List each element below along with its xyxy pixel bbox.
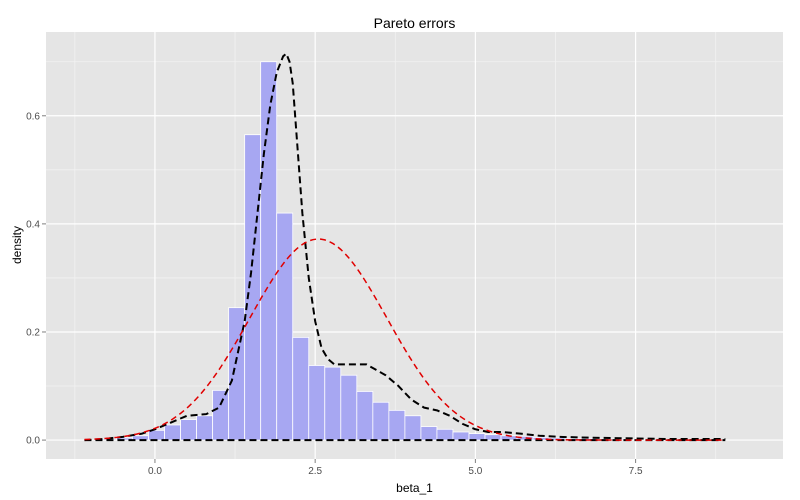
x-tick-label: 2.5 xyxy=(308,466,322,477)
histogram-bar xyxy=(324,366,342,441)
histogram-bar xyxy=(372,401,390,441)
histogram-bar xyxy=(436,428,454,441)
histogram-bar xyxy=(244,134,262,441)
x-axis-ticks: 0.0 2.5 5.0 7.5 xyxy=(148,459,643,477)
x-tick-label: 0.0 xyxy=(148,466,162,477)
chart-title: Pareto errors xyxy=(374,15,456,31)
histogram-bar xyxy=(420,426,438,441)
histogram-bar xyxy=(452,431,470,441)
histogram-bar xyxy=(180,419,198,441)
histogram-bar xyxy=(212,389,230,441)
histogram-bars xyxy=(100,61,726,441)
normal-fit-line xyxy=(84,238,726,441)
histogram-bar xyxy=(228,307,246,441)
histogram-bar xyxy=(388,409,406,441)
minor-grid xyxy=(46,32,783,459)
y-axis-title: density xyxy=(10,226,24,264)
histogram-bar xyxy=(164,424,181,441)
histogram-bar xyxy=(148,429,165,441)
kernel-density-line xyxy=(84,52,726,442)
histogram-bar xyxy=(276,212,294,441)
y-axis-ticks: 0.0 0.2 0.4 0.6 xyxy=(26,111,46,447)
x-tick-label: 7.5 xyxy=(629,466,643,477)
histogram-bar xyxy=(404,415,422,441)
x-axis-title: beta_1 xyxy=(396,481,433,495)
x-tick-label: 5.0 xyxy=(468,466,482,477)
density-lines xyxy=(84,52,726,442)
y-tick-label: 0.0 xyxy=(26,436,40,447)
y-tick-label: 0.4 xyxy=(26,219,40,230)
plot-panel xyxy=(46,32,783,459)
histogram-bar xyxy=(292,336,310,441)
histogram-bar xyxy=(340,374,358,441)
y-tick-label: 0.6 xyxy=(26,111,40,122)
y-tick-label: 0.2 xyxy=(26,327,40,338)
histogram-bar xyxy=(356,391,374,441)
histogram-bar xyxy=(308,365,326,441)
histogram-bar xyxy=(196,415,214,441)
